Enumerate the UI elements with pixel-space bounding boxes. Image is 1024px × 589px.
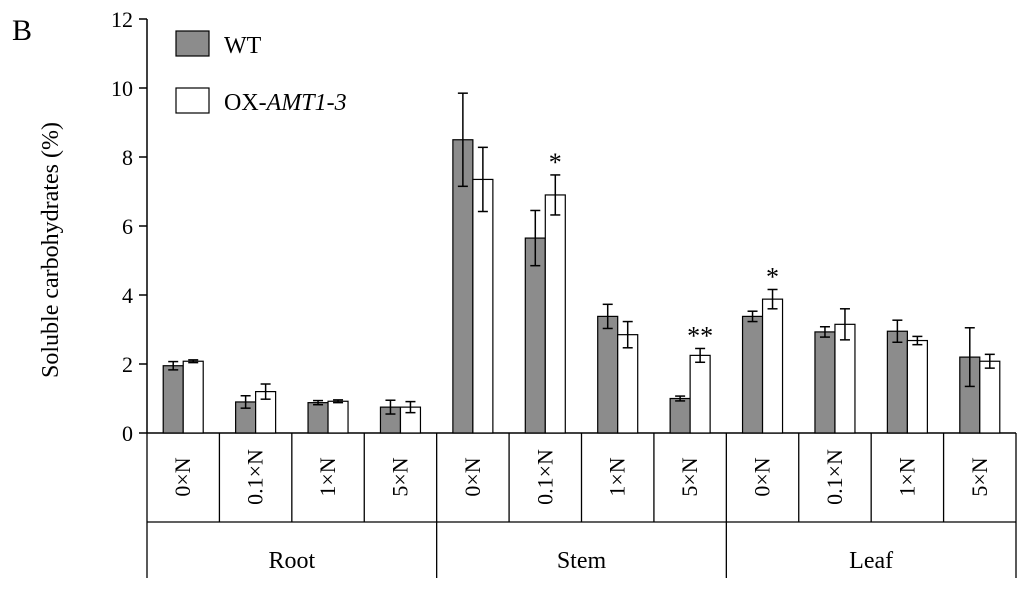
significance-marker: * bbox=[549, 148, 562, 177]
error-bars bbox=[168, 92, 995, 415]
bar-wt bbox=[886, 330, 908, 434]
bar-ox bbox=[906, 339, 928, 434]
x-tick-label: 0×N bbox=[170, 457, 195, 496]
y-tick-label: 8 bbox=[122, 145, 133, 170]
y-tick-label: 6 bbox=[122, 214, 133, 239]
x-tick-label: 0×N bbox=[750, 457, 775, 496]
group-label: Leaf bbox=[849, 548, 893, 574]
y-axis-label: Soluble carbohydrates (%) bbox=[38, 122, 64, 378]
bar-ox bbox=[544, 194, 566, 434]
x-tick-label: 1×N bbox=[605, 457, 630, 496]
x-tick-label: 0×N bbox=[460, 457, 485, 496]
x-tick-label: 0.1×N bbox=[243, 449, 268, 505]
legend-swatch-ox bbox=[175, 87, 210, 114]
legend-label-ox: OX-AMT1-3 bbox=[224, 90, 347, 116]
bar-ox bbox=[472, 178, 494, 434]
legend-swatch-wt bbox=[175, 30, 210, 57]
significance-annotations: **** bbox=[549, 148, 779, 351]
bar-wt bbox=[524, 237, 546, 434]
x-tick-label: 5×N bbox=[967, 457, 992, 496]
x-tick-label: 1×N bbox=[315, 457, 340, 496]
y-tick-label: 10 bbox=[111, 76, 133, 101]
bar-ox bbox=[327, 400, 349, 434]
x-tick-label: 0.1×N bbox=[822, 449, 847, 505]
bar-ox bbox=[979, 360, 1001, 434]
bar-wt bbox=[307, 402, 329, 434]
x-tick-label: 5×N bbox=[387, 457, 412, 496]
significance-marker: * bbox=[766, 262, 779, 291]
axes: 0 2 4 6 8 10 12 bbox=[111, 7, 1017, 578]
legend: WT OX-AMT1-3 bbox=[175, 30, 347, 116]
y-tick-label: 0 bbox=[122, 421, 133, 446]
bar-ox bbox=[182, 360, 204, 434]
bar-wt bbox=[162, 365, 184, 434]
bar-wt bbox=[741, 315, 764, 434]
panel-label: B bbox=[12, 14, 32, 47]
bar-ox bbox=[689, 354, 711, 434]
significance-marker: ** bbox=[687, 321, 713, 350]
bar-ox bbox=[617, 334, 639, 434]
group-label: Root bbox=[268, 548, 315, 574]
x-tick-label: 0.1×N bbox=[532, 449, 557, 505]
bar-ox bbox=[834, 323, 856, 434]
legend-label-wt: WT bbox=[224, 33, 262, 59]
group-label: Stem bbox=[557, 548, 607, 574]
x-tick-label: 5×N bbox=[677, 457, 702, 496]
bar-ox bbox=[761, 298, 784, 434]
x-axis-labels: 0×N 0.1×N 1×N 5×N 0×N 0.1×N 1×N 5×N 0×N 0.1×N 1×N 5… bbox=[170, 449, 992, 574]
y-tick-label: 4 bbox=[122, 283, 133, 308]
x-tick-label: 1×N bbox=[894, 457, 919, 496]
bar-wt bbox=[814, 331, 836, 434]
bars bbox=[162, 139, 1001, 434]
y-tick-label: 12 bbox=[111, 7, 133, 32]
bar-wt bbox=[597, 315, 619, 434]
y-tick-label: 2 bbox=[122, 352, 133, 377]
bar-wt bbox=[669, 397, 691, 434]
